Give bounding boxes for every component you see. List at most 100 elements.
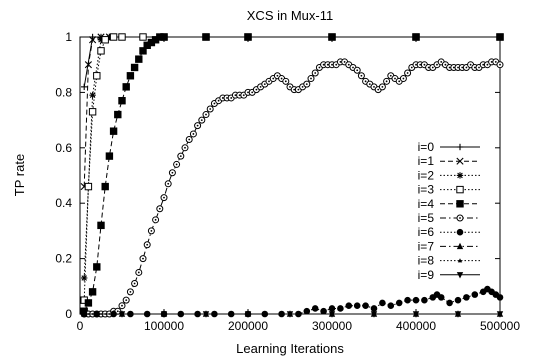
data-point-dot — [318, 66, 321, 69]
data-point — [496, 294, 504, 301]
legend-label: i=1 — [418, 154, 435, 168]
data-point — [437, 294, 445, 301]
data-point-dot — [314, 72, 317, 74]
data-point-dot — [209, 108, 212, 110]
data-point-dot — [268, 80, 270, 83]
data-point — [84, 299, 93, 307]
data-point-dot — [326, 63, 329, 66]
data-point — [160, 311, 168, 318]
data-point-dot — [486, 63, 489, 66]
data-point — [93, 72, 101, 80]
data-point — [109, 33, 118, 41]
data-point-shape — [404, 296, 411, 304]
data-point-dot — [331, 63, 333, 66]
data-point — [206, 105, 214, 113]
data-point-dot — [234, 94, 237, 97]
data-point-shape — [202, 33, 210, 41]
data-point-dot — [423, 63, 426, 66]
data-point-dot — [226, 97, 228, 99]
legend-item: i=7 — [418, 239, 480, 253]
data-point-dot — [301, 85, 304, 88]
series-line — [83, 36, 500, 312]
legend-marker — [456, 242, 464, 250]
data-point-dot — [150, 230, 153, 232]
data-point-shape — [345, 302, 353, 309]
x-tick-label: 400000 — [396, 319, 436, 333]
data-point-dot — [251, 91, 254, 94]
data-point — [496, 61, 504, 69]
data-point — [446, 299, 453, 307]
data-point — [404, 296, 411, 304]
data-point-dot — [478, 66, 480, 69]
y-axis-title: TP rate — [12, 154, 27, 196]
data-point — [97, 47, 105, 55]
data-point-dot — [255, 88, 258, 91]
data-point-dot — [431, 66, 434, 69]
data-point — [303, 307, 311, 315]
data-point — [139, 33, 147, 41]
data-point-shape — [353, 302, 361, 309]
data-point-shape — [160, 311, 168, 318]
legend-item: i=6 — [418, 225, 480, 239]
data-point — [131, 280, 139, 288]
legend-label: i=6 — [418, 225, 435, 239]
data-point-shape — [337, 305, 344, 312]
legend-marker-shape — [456, 200, 464, 208]
data-point-shape — [286, 311, 294, 318]
data-point-shape — [84, 299, 93, 307]
data-point-dot — [158, 207, 161, 210]
data-point-shape — [303, 307, 311, 315]
data-point-dot — [339, 61, 342, 63]
y-tick-label: 0.8 — [55, 85, 72, 99]
data-point-dot — [398, 80, 401, 83]
legend-marker-shape — [457, 258, 463, 263]
data-point — [412, 311, 420, 318]
data-point-shape — [118, 97, 126, 105]
data-point — [105, 152, 114, 160]
data-point — [412, 33, 420, 41]
data-point-shape — [160, 33, 168, 41]
data-point-dot — [242, 94, 245, 97]
data-point — [399, 75, 407, 83]
data-point — [81, 311, 88, 318]
data-point-shape — [101, 36, 109, 44]
data-point-dot — [452, 66, 455, 69]
data-point — [160, 33, 168, 41]
data-point-dot — [175, 163, 178, 166]
x-tick-label: 200000 — [228, 319, 268, 333]
data-point-dot — [419, 63, 422, 66]
data-point — [286, 311, 294, 318]
legend-item: i=5 — [418, 211, 480, 225]
data-point-shape — [97, 47, 105, 55]
data-point-dot — [154, 218, 157, 221]
data-point — [147, 227, 155, 235]
data-point — [370, 311, 378, 318]
data-point — [101, 182, 109, 191]
data-point-dot — [284, 80, 287, 83]
data-point-dot — [427, 66, 430, 69]
series-i1 — [80, 33, 504, 191]
data-point-shape — [454, 311, 462, 318]
legend-marker-stroke — [456, 157, 464, 165]
data-point — [168, 169, 176, 177]
x-tick-label: 300000 — [312, 319, 352, 333]
data-point-dot — [482, 63, 485, 66]
data-point-shape — [421, 296, 428, 304]
data-point-shape — [454, 296, 462, 304]
data-point-stroke — [81, 275, 87, 281]
data-point-shape — [93, 72, 101, 80]
data-point-shape — [202, 311, 210, 318]
data-point-dot — [192, 133, 195, 135]
data-point — [139, 47, 147, 55]
data-point — [135, 268, 143, 276]
series-i3 — [80, 33, 504, 304]
legend-label: i=7 — [418, 239, 435, 253]
data-point — [185, 135, 193, 143]
data-point-dot — [184, 146, 186, 149]
x-tick-label: 0 — [77, 319, 84, 333]
x-tick-label: 500000 — [480, 319, 520, 333]
data-point-dot — [221, 97, 224, 99]
data-point-dot — [385, 80, 388, 83]
data-point — [189, 130, 197, 138]
